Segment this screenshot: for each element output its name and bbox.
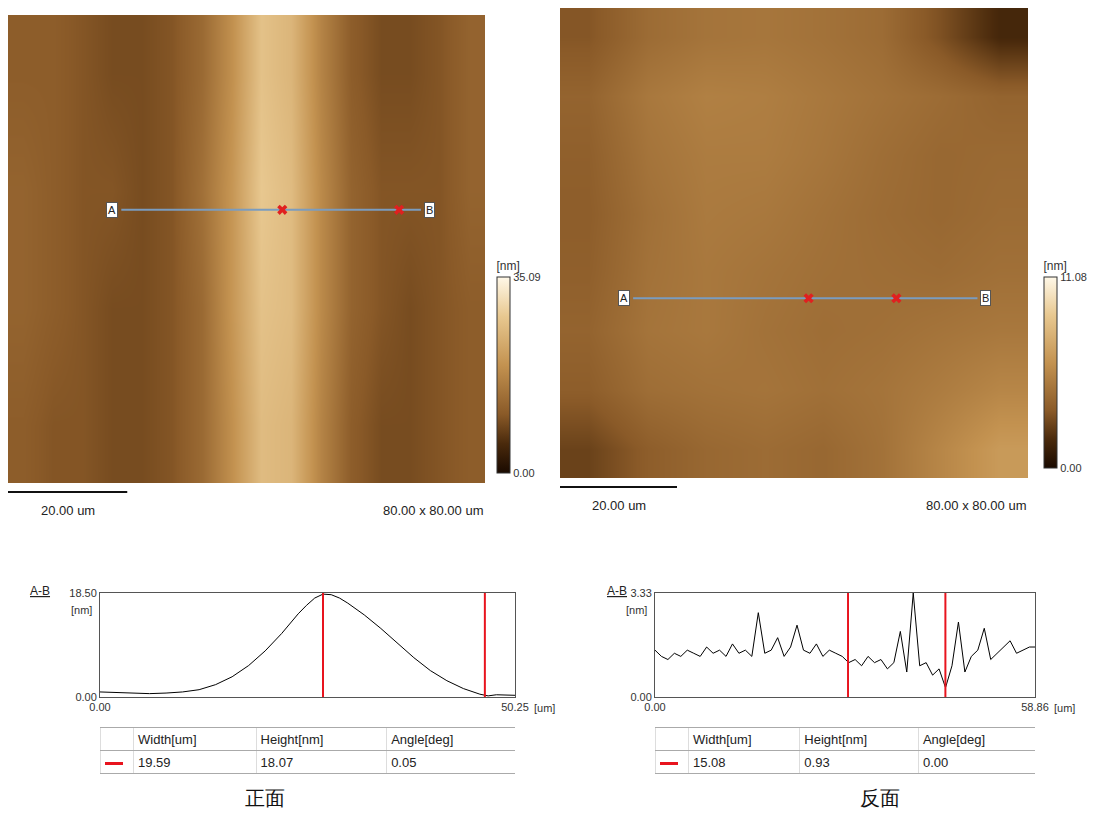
html-text:正面: 正面	[245, 786, 285, 810]
html-text:0.05: 0.05	[391, 754, 417, 770]
svg-text:20.00 um: 20.00 um	[592, 498, 646, 513]
svg-text:20.00 um: 20.00 um	[41, 503, 95, 518]
html-text:18.07: 18.07	[260, 754, 294, 770]
svg-text:80.00 x 80.00 um: 80.00 x 80.00 um	[926, 498, 1026, 513]
html-text:Angle[deg]: Angle[deg]	[922, 731, 986, 747]
html-text:Height[nm]: Height[nm]	[260, 731, 324, 747]
svg-text:A-B: A-B	[30, 584, 50, 598]
svg-text:11.08: 11.08	[1060, 271, 1087, 283]
svg-text:[um]: [um]	[1054, 702, 1075, 714]
svg-text:0.00: 0.00	[513, 467, 534, 479]
svg-text:[nm]: [nm]	[626, 604, 647, 616]
svg-text:35.09: 35.09	[513, 271, 541, 283]
html-text:19.59: 19.59	[138, 754, 171, 770]
html-text:Width[um]: Width[um]	[693, 731, 752, 747]
svg-text:B: B	[426, 204, 433, 216]
html-text:Angle[deg]: Angle[deg]	[391, 731, 454, 747]
svg-text:B: B	[982, 292, 989, 304]
svg-text:[nm]: [nm]	[497, 259, 520, 273]
html-text:0.93: 0.93	[804, 754, 830, 770]
svg-text:A-B: A-B	[607, 584, 627, 598]
svg-text:0.00: 0.00	[1060, 462, 1081, 474]
html-text:Height[nm]: Height[nm]	[804, 731, 868, 747]
svg-text:0.00: 0.00	[644, 701, 665, 713]
svg-text:18.50: 18.50	[69, 587, 97, 599]
svg-text:[nm]: [nm]	[1044, 259, 1067, 273]
svg-text:3.33: 3.33	[630, 587, 651, 599]
svg-text:80.00 x 80.00 um: 80.00 x 80.00 um	[383, 503, 483, 518]
svg-text:0.00: 0.00	[630, 691, 651, 703]
svg-text:A: A	[620, 292, 628, 304]
svg-text:[nm]: [nm]	[71, 604, 92, 616]
html-text:Width[um]: Width[um]	[138, 731, 197, 747]
svg-text:[um]: [um]	[534, 702, 555, 714]
html-text:15.08: 15.08	[693, 754, 726, 770]
svg-text:A: A	[108, 204, 116, 216]
svg-text:50.25: 50.25	[501, 701, 529, 713]
svg-text:58.86: 58.86	[1021, 701, 1049, 713]
svg-text:0.00: 0.00	[75, 691, 96, 703]
html-text:反面: 反面	[860, 786, 900, 810]
svg-text:0.00: 0.00	[89, 701, 110, 713]
html-text:0.00: 0.00	[922, 754, 949, 770]
